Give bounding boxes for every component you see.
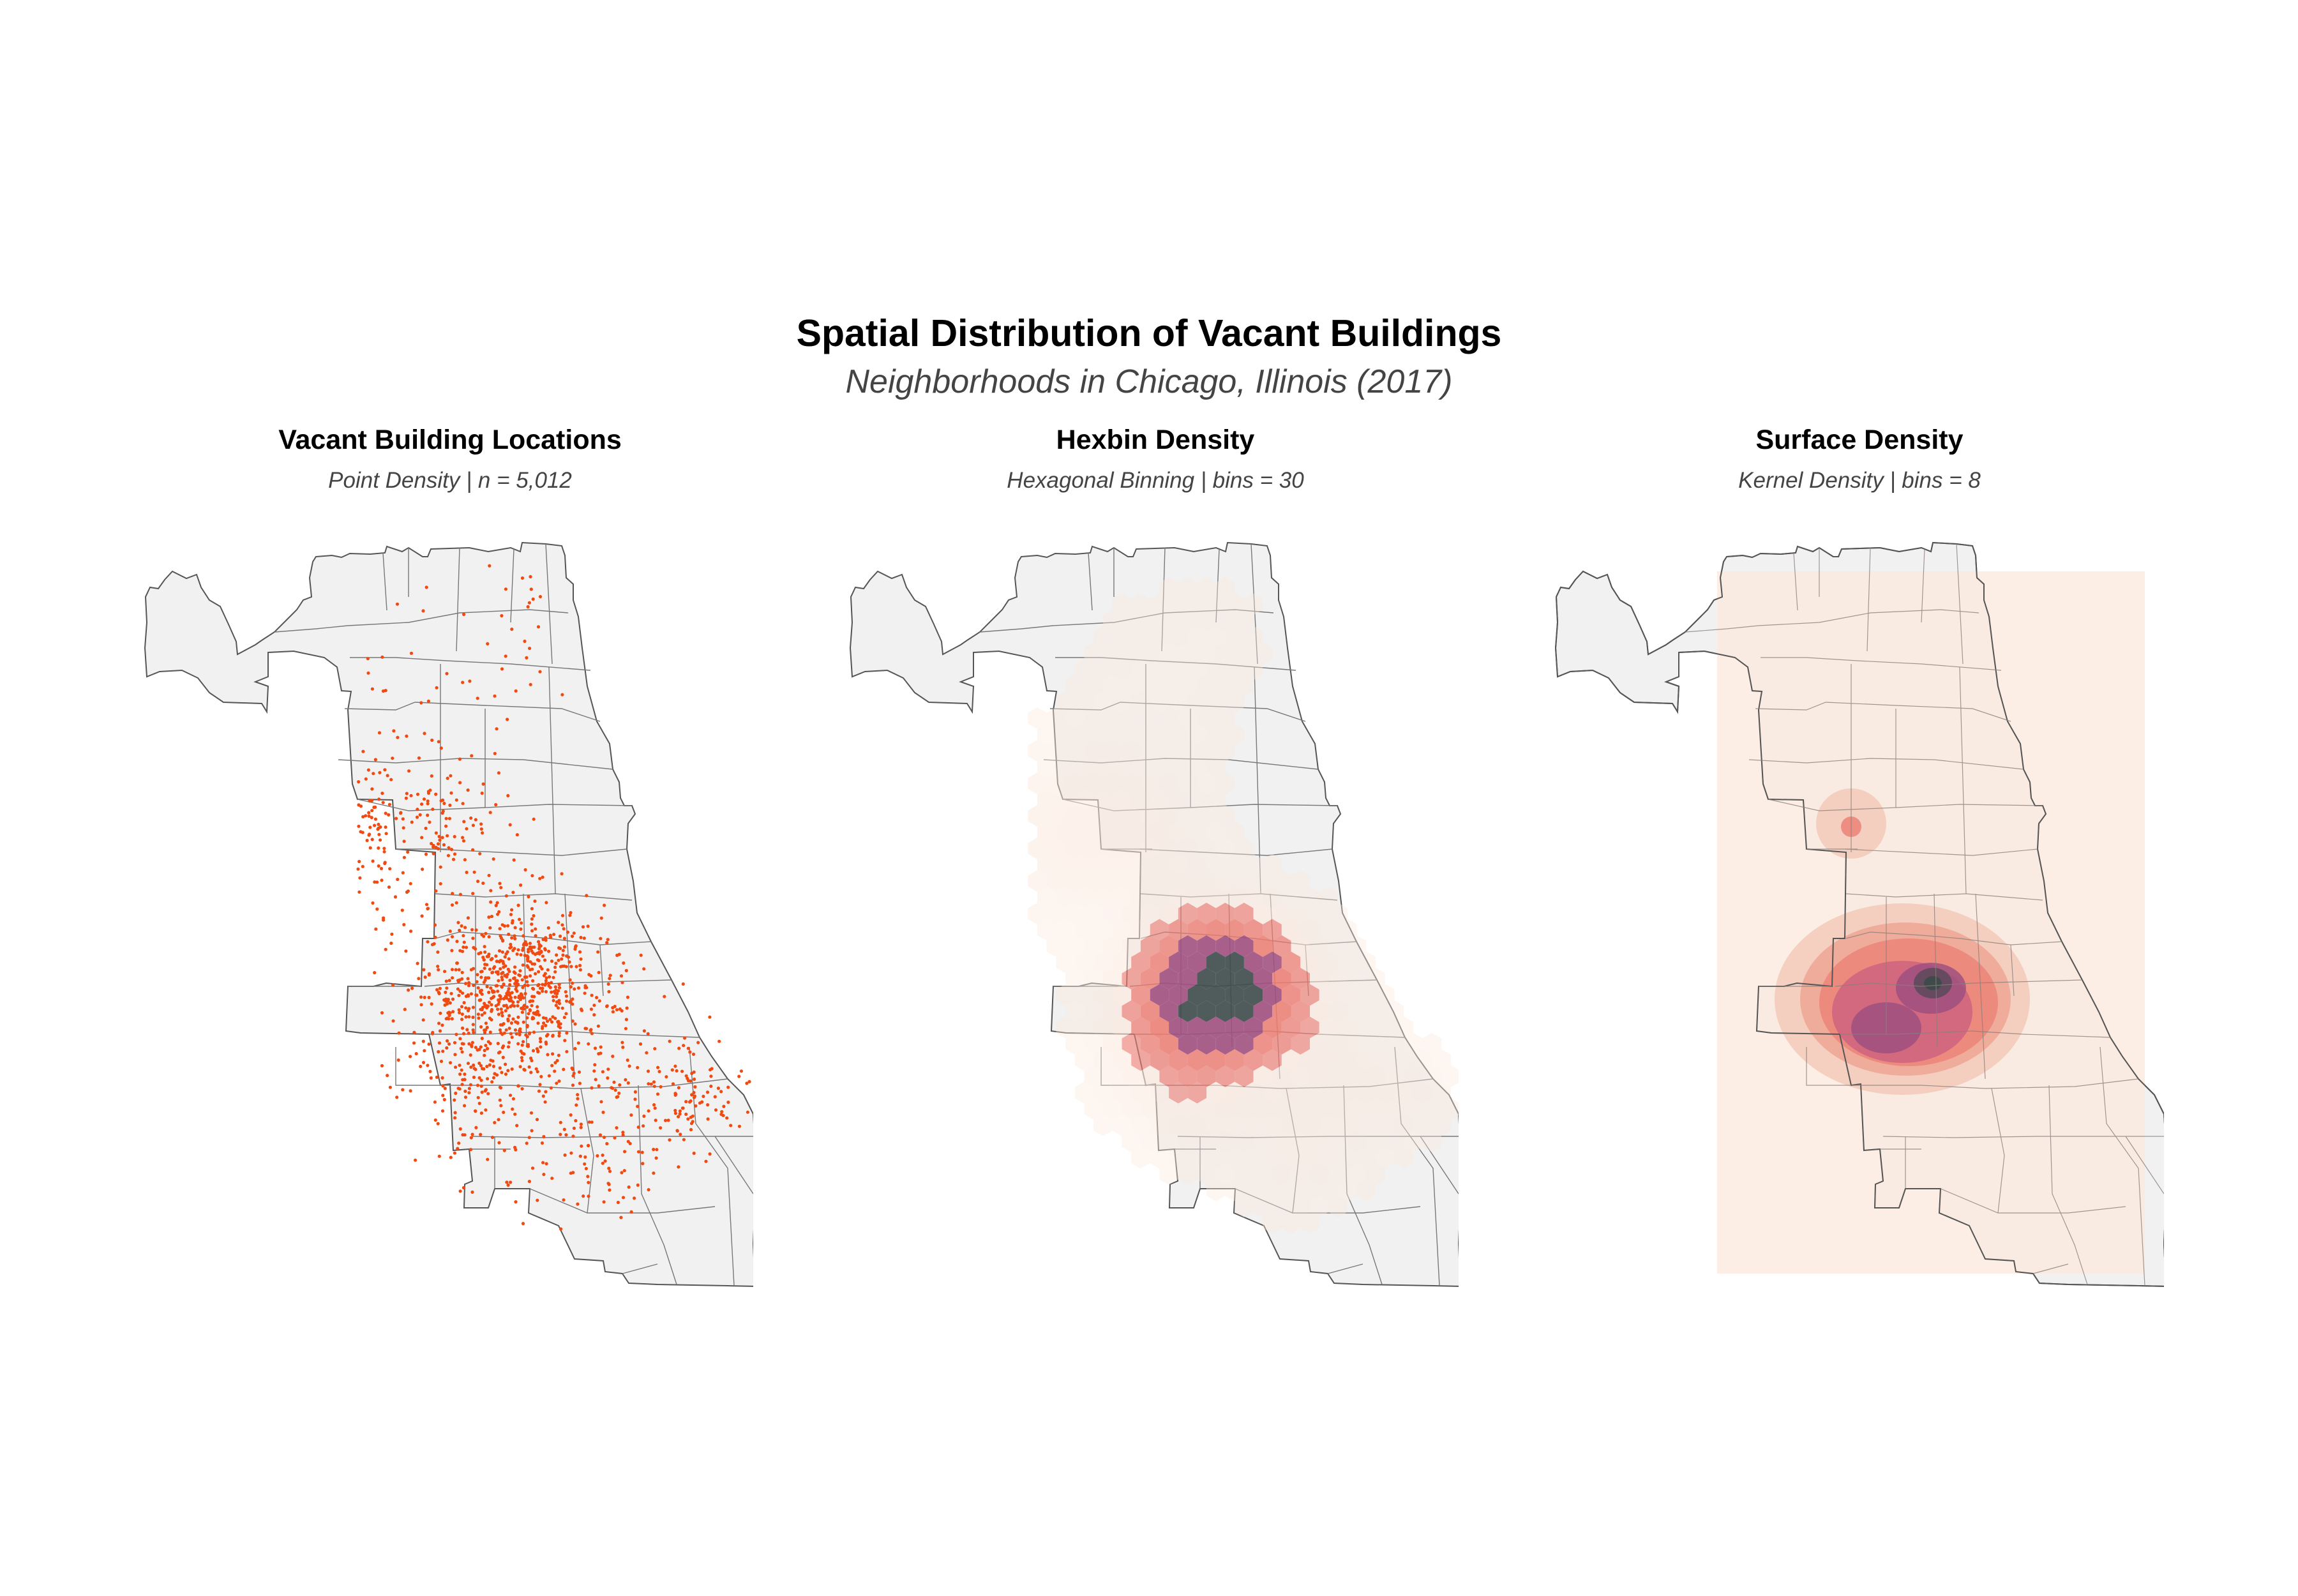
panel-3-title: Surface Density	[1755, 425, 1964, 455]
city-boundary-outline	[1554, 541, 2164, 1287]
city-boundary	[144, 541, 753, 1287]
figure-title: Spatial Distribution of Vacant Buildings	[796, 312, 1502, 354]
hexbin-density-map	[849, 541, 1459, 1287]
panel-2-title: Hexbin Density	[1056, 425, 1255, 455]
panel-2-subtitle: Hexagonal Binning | bins = 30	[1007, 468, 1304, 493]
density-contours	[1775, 788, 2030, 1095]
hexbin-cells	[1028, 577, 1459, 1234]
neighborhood-boundaries	[274, 543, 753, 1286]
vacant-building-points	[356, 564, 751, 1231]
panel-1-title: Vacant Building Locations	[278, 425, 622, 455]
panel-3-subtitle: Kernel Density | bins = 8	[1738, 468, 1981, 493]
neighborhood-boundaries-overlay	[1685, 543, 2164, 1286]
figure-subtitle: Neighborhoods in Chicago, Illinois (2017…	[845, 363, 1453, 400]
vacant-building-points-map	[144, 541, 753, 1287]
panel-1-subtitle: Point Density | n = 5,012	[328, 468, 572, 493]
kernel-density-map	[1554, 541, 2164, 1287]
